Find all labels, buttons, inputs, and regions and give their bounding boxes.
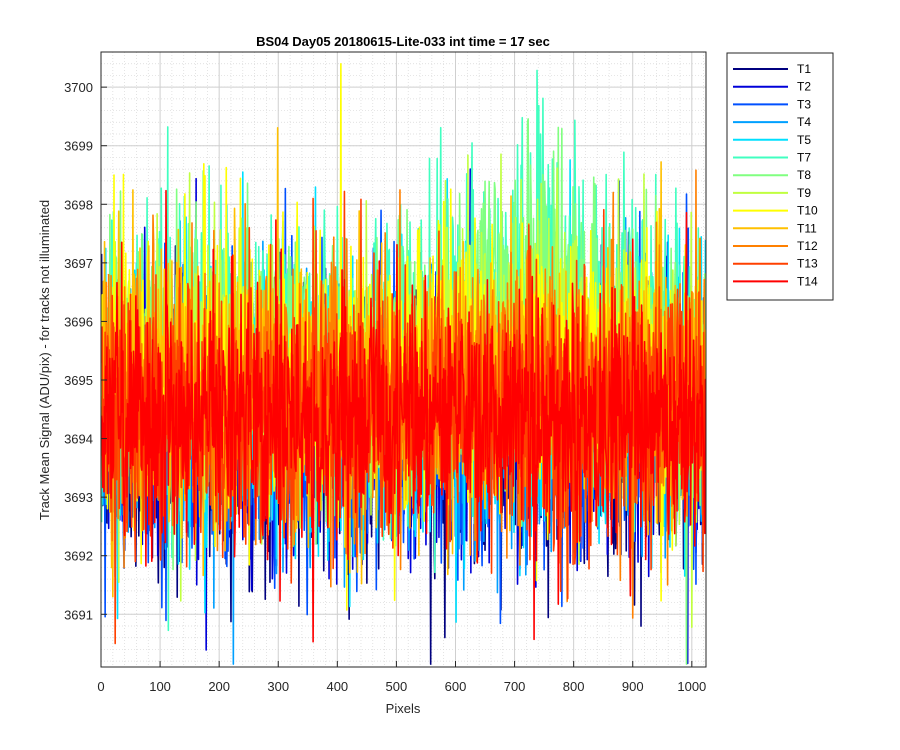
- y-tick-label: 3697: [64, 256, 93, 271]
- legend-label-t3: T3: [797, 97, 811, 111]
- y-tick-label: 3698: [64, 197, 93, 212]
- y-axis-ticks: 3691 3692 3693 3694 3695 3696 3697 3698 3699 3700: [64, 80, 107, 622]
- x-tick-label: 0: [97, 679, 104, 694]
- plot-frame: [100, 51, 707, 668]
- legend-label-t10: T10: [797, 204, 818, 218]
- y-tick-label: 3699: [64, 139, 93, 154]
- series-line-t14: [101, 189, 706, 643]
- x-tick-label: 700: [504, 679, 526, 694]
- legend-label-t14: T14: [797, 274, 818, 288]
- chart-title: BS04 Day05 20180615-Lite-033 int time = …: [256, 34, 550, 49]
- legend-label-t11: T11: [797, 221, 817, 235]
- series-lines: [101, 63, 706, 665]
- y-tick-label: 3691: [64, 607, 93, 622]
- x-tick-label: 400: [326, 679, 348, 694]
- legend-label-t2: T2: [797, 80, 811, 94]
- x-tick-label: 100: [149, 679, 171, 694]
- y-tick-label: 3692: [64, 549, 93, 564]
- x-axis-label: Pixels: [386, 701, 421, 716]
- x-tick-label: 600: [445, 679, 467, 694]
- legend: T1 T2 T3 T4 T5 T7 T8 T9 T10 T11 T12 T13 T14: [726, 52, 834, 301]
- legend-label-t7: T7: [797, 151, 811, 165]
- legend-label-t4: T4: [797, 115, 811, 129]
- x-tick-label: 200: [208, 679, 230, 694]
- y-tick-label: 3693: [64, 490, 93, 505]
- legend-label-t9: T9: [797, 186, 811, 200]
- x-axis-ticks: 0 100 200 300 400 500 600 700 800 900 1000: [97, 661, 706, 694]
- legend-label-t13: T13: [797, 257, 818, 271]
- x-tick-label: 900: [622, 679, 644, 694]
- y-tick-label: 3695: [64, 373, 93, 388]
- legend-label-t1: T1: [797, 62, 811, 76]
- x-tick-label: 1000: [677, 679, 706, 694]
- x-tick-label: 500: [386, 679, 408, 694]
- y-tick-label: 3694: [64, 432, 93, 447]
- y-axis-label: Track Mean Signal (ADU/pix) - for tracks…: [37, 200, 52, 520]
- y-tick-label: 3700: [64, 80, 93, 95]
- x-tick-label: 300: [267, 679, 289, 694]
- x-tick-label: 800: [563, 679, 585, 694]
- legend-label-t5: T5: [797, 133, 811, 147]
- y-tick-label: 3696: [64, 314, 93, 329]
- legend-box: [726, 52, 834, 301]
- legend-label-t12: T12: [797, 239, 818, 253]
- legend-label-t8: T8: [797, 168, 811, 182]
